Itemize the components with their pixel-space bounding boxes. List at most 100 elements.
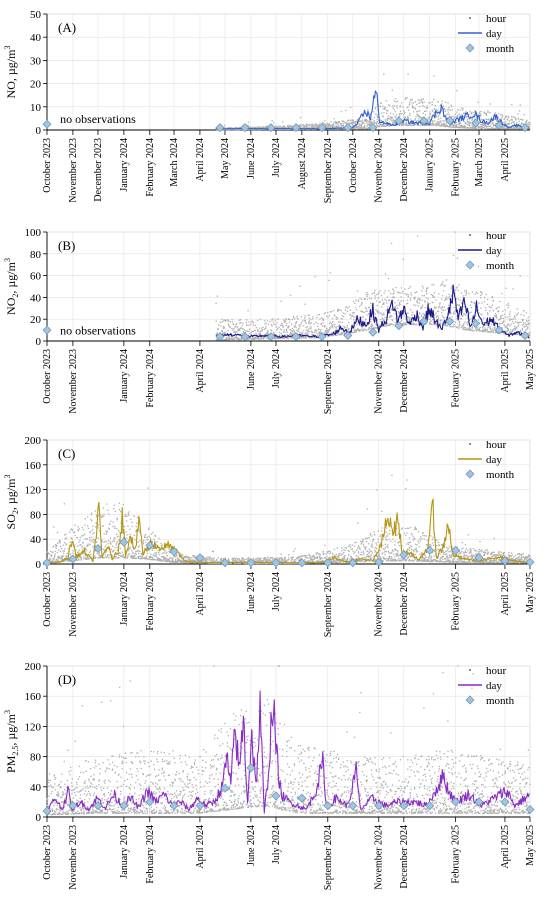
hour-point (427, 118, 429, 121)
hour-point (489, 125, 492, 127)
hour-point (330, 125, 332, 127)
hour-point (312, 335, 315, 338)
hour-point (439, 323, 442, 325)
series-month (42, 116, 530, 133)
hour-point (421, 98, 423, 100)
hour-point (377, 113, 379, 116)
x-tick-label: May 2024 (220, 138, 231, 179)
hour-point (309, 327, 311, 329)
hour-point (495, 331, 497, 334)
hour-point (525, 122, 528, 124)
hour-point (335, 125, 337, 127)
hour-point (308, 127, 310, 129)
hour-point (462, 328, 464, 330)
hour-point (215, 302, 217, 304)
hour-point (99, 514, 102, 516)
hour-point (87, 543, 89, 545)
hour-point (392, 107, 394, 109)
hour-point (303, 126, 306, 128)
hour-point (392, 123, 394, 126)
hour-point (415, 123, 417, 125)
hour-point (518, 127, 520, 129)
hour-point (362, 316, 364, 318)
hour-point (304, 125, 306, 127)
hour-point (401, 124, 404, 126)
hour-point (380, 119, 382, 122)
hour-point (304, 321, 306, 323)
hour-point (237, 338, 240, 341)
hour-point (332, 321, 334, 323)
hour-point (423, 315, 425, 317)
hour-point (236, 127, 238, 129)
hour-point (135, 553, 138, 555)
hour-point (113, 537, 115, 539)
hour-point (330, 121, 332, 123)
hour-point (480, 127, 482, 130)
hour-point (421, 123, 423, 125)
x-tick-label: March 2025 (474, 138, 485, 187)
hour-point (436, 124, 438, 126)
hour-point (51, 558, 54, 560)
hour-point (359, 124, 361, 126)
hour-point (192, 556, 194, 558)
hour-point (494, 324, 497, 326)
hour-point (259, 335, 261, 338)
hour-point (155, 555, 157, 557)
hour-point (368, 313, 370, 315)
hour-point (95, 522, 98, 525)
hour-point (479, 111, 481, 113)
hour-point (139, 550, 141, 552)
hour-point (317, 323, 319, 325)
hour-point (432, 296, 434, 298)
hour-point (495, 119, 498, 121)
series-month (42, 316, 530, 342)
hour-point (459, 125, 462, 127)
hour-point (335, 334, 337, 336)
hour-point (417, 323, 419, 326)
hour-point (223, 325, 225, 328)
hour-point (142, 541, 145, 543)
hour-point (376, 304, 378, 307)
hour-point (510, 331, 513, 333)
hour-point (137, 549, 139, 552)
hour-point (83, 533, 86, 536)
month-marker (42, 119, 52, 129)
hour-point (256, 319, 259, 322)
hour-point (494, 331, 497, 334)
hour-point (479, 112, 481, 115)
hour-point (50, 555, 52, 557)
hour-point (325, 332, 327, 334)
hour-point (73, 531, 75, 533)
hour-point (221, 318, 223, 321)
hour-point (308, 337, 311, 339)
hour-point (482, 123, 485, 125)
hour-point (109, 523, 111, 525)
hour-point (496, 128, 499, 130)
hour-point (511, 118, 513, 121)
hour-point (384, 125, 386, 127)
hour-point (416, 301, 419, 304)
hour-point (60, 558, 62, 560)
hour-point (332, 325, 334, 327)
hour-point (82, 553, 84, 555)
hour-point (266, 337, 268, 340)
hour-point (397, 291, 399, 293)
hour-point (433, 75, 435, 77)
hour-point (77, 529, 79, 531)
hour-point (479, 330, 481, 332)
hour-point (87, 525, 89, 527)
hour-point (91, 529, 94, 531)
hour-point (460, 127, 463, 129)
hour-point (445, 316, 448, 319)
hour-point (388, 123, 390, 126)
hour-point (347, 307, 349, 309)
hour-point (401, 319, 403, 321)
hour-point (336, 123, 338, 125)
hour-point (416, 110, 418, 113)
hour-point (286, 331, 288, 333)
hour-point (365, 310, 367, 313)
hour-point (440, 125, 442, 127)
hour-point (506, 324, 508, 327)
hour-point (138, 545, 140, 547)
hour-point (490, 331, 493, 333)
